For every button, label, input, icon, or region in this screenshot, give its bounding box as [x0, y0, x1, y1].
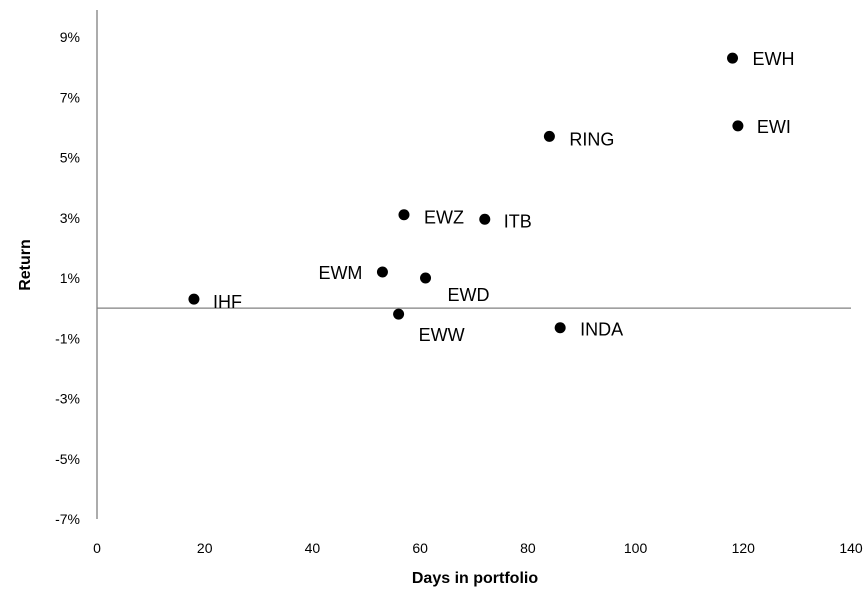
- data-point-ewh: [727, 52, 739, 64]
- data-point-ewi: [732, 120, 744, 132]
- y-tick-label: -3%: [55, 391, 80, 407]
- x-tick-label: 100: [624, 540, 648, 556]
- data-point-itb: [479, 213, 491, 225]
- data-label-ewi: EWI: [757, 117, 791, 137]
- data-label-inda: INDA: [580, 320, 623, 340]
- x-axis-ticks: 0 20 40 60 80 100 120 140: [93, 540, 863, 556]
- data-label-ewz: EWZ: [424, 208, 464, 228]
- y-axis-ticks: -7% -5% -3% -1% 1% 3% 5% 7% 9%: [55, 29, 80, 527]
- data-label-itb: ITB: [504, 211, 532, 231]
- x-tick-label: 120: [732, 540, 756, 556]
- y-tick-label: 3%: [60, 210, 80, 226]
- y-axis-title: Return: [17, 239, 34, 291]
- data-point-ewz: [398, 209, 410, 221]
- data-point-ihf: [188, 293, 200, 305]
- y-tick-label: 9%: [60, 29, 80, 45]
- y-tick-label: 7%: [60, 89, 80, 105]
- x-tick-label: 40: [305, 540, 321, 556]
- data-label-ewd: EWD: [448, 285, 490, 305]
- data-points: [188, 52, 744, 334]
- data-point-eww: [393, 308, 405, 320]
- axes: [96, 10, 851, 519]
- data-label-ewh: EWH: [753, 49, 795, 69]
- data-label-ewm: EWM: [318, 263, 362, 283]
- data-labels: IHF EWM EWZ EWW EWD ITB RING INDA EWH EWI: [213, 49, 795, 345]
- data-point-ring: [543, 130, 555, 142]
- data-label-ring: RING: [569, 129, 614, 149]
- y-tick-label: -7%: [55, 511, 80, 527]
- data-point-ewm: [376, 266, 388, 278]
- x-tick-label: 60: [412, 540, 428, 556]
- data-label-ihf: IHF: [213, 292, 242, 312]
- y-tick-label: -1%: [55, 330, 80, 346]
- data-point-inda: [554, 322, 566, 334]
- data-label-eww: EWW: [419, 325, 465, 345]
- x-axis-title: Days in portfolio: [412, 570, 538, 587]
- x-tick-label: 20: [197, 540, 213, 556]
- x-tick-label: 140: [839, 540, 863, 556]
- y-tick-label: 1%: [60, 270, 80, 286]
- data-point-ewd: [420, 272, 432, 284]
- y-tick-label: -5%: [55, 451, 80, 467]
- x-tick-label: 0: [93, 540, 101, 556]
- x-tick-label: 80: [520, 540, 536, 556]
- y-tick-label: 5%: [60, 150, 80, 166]
